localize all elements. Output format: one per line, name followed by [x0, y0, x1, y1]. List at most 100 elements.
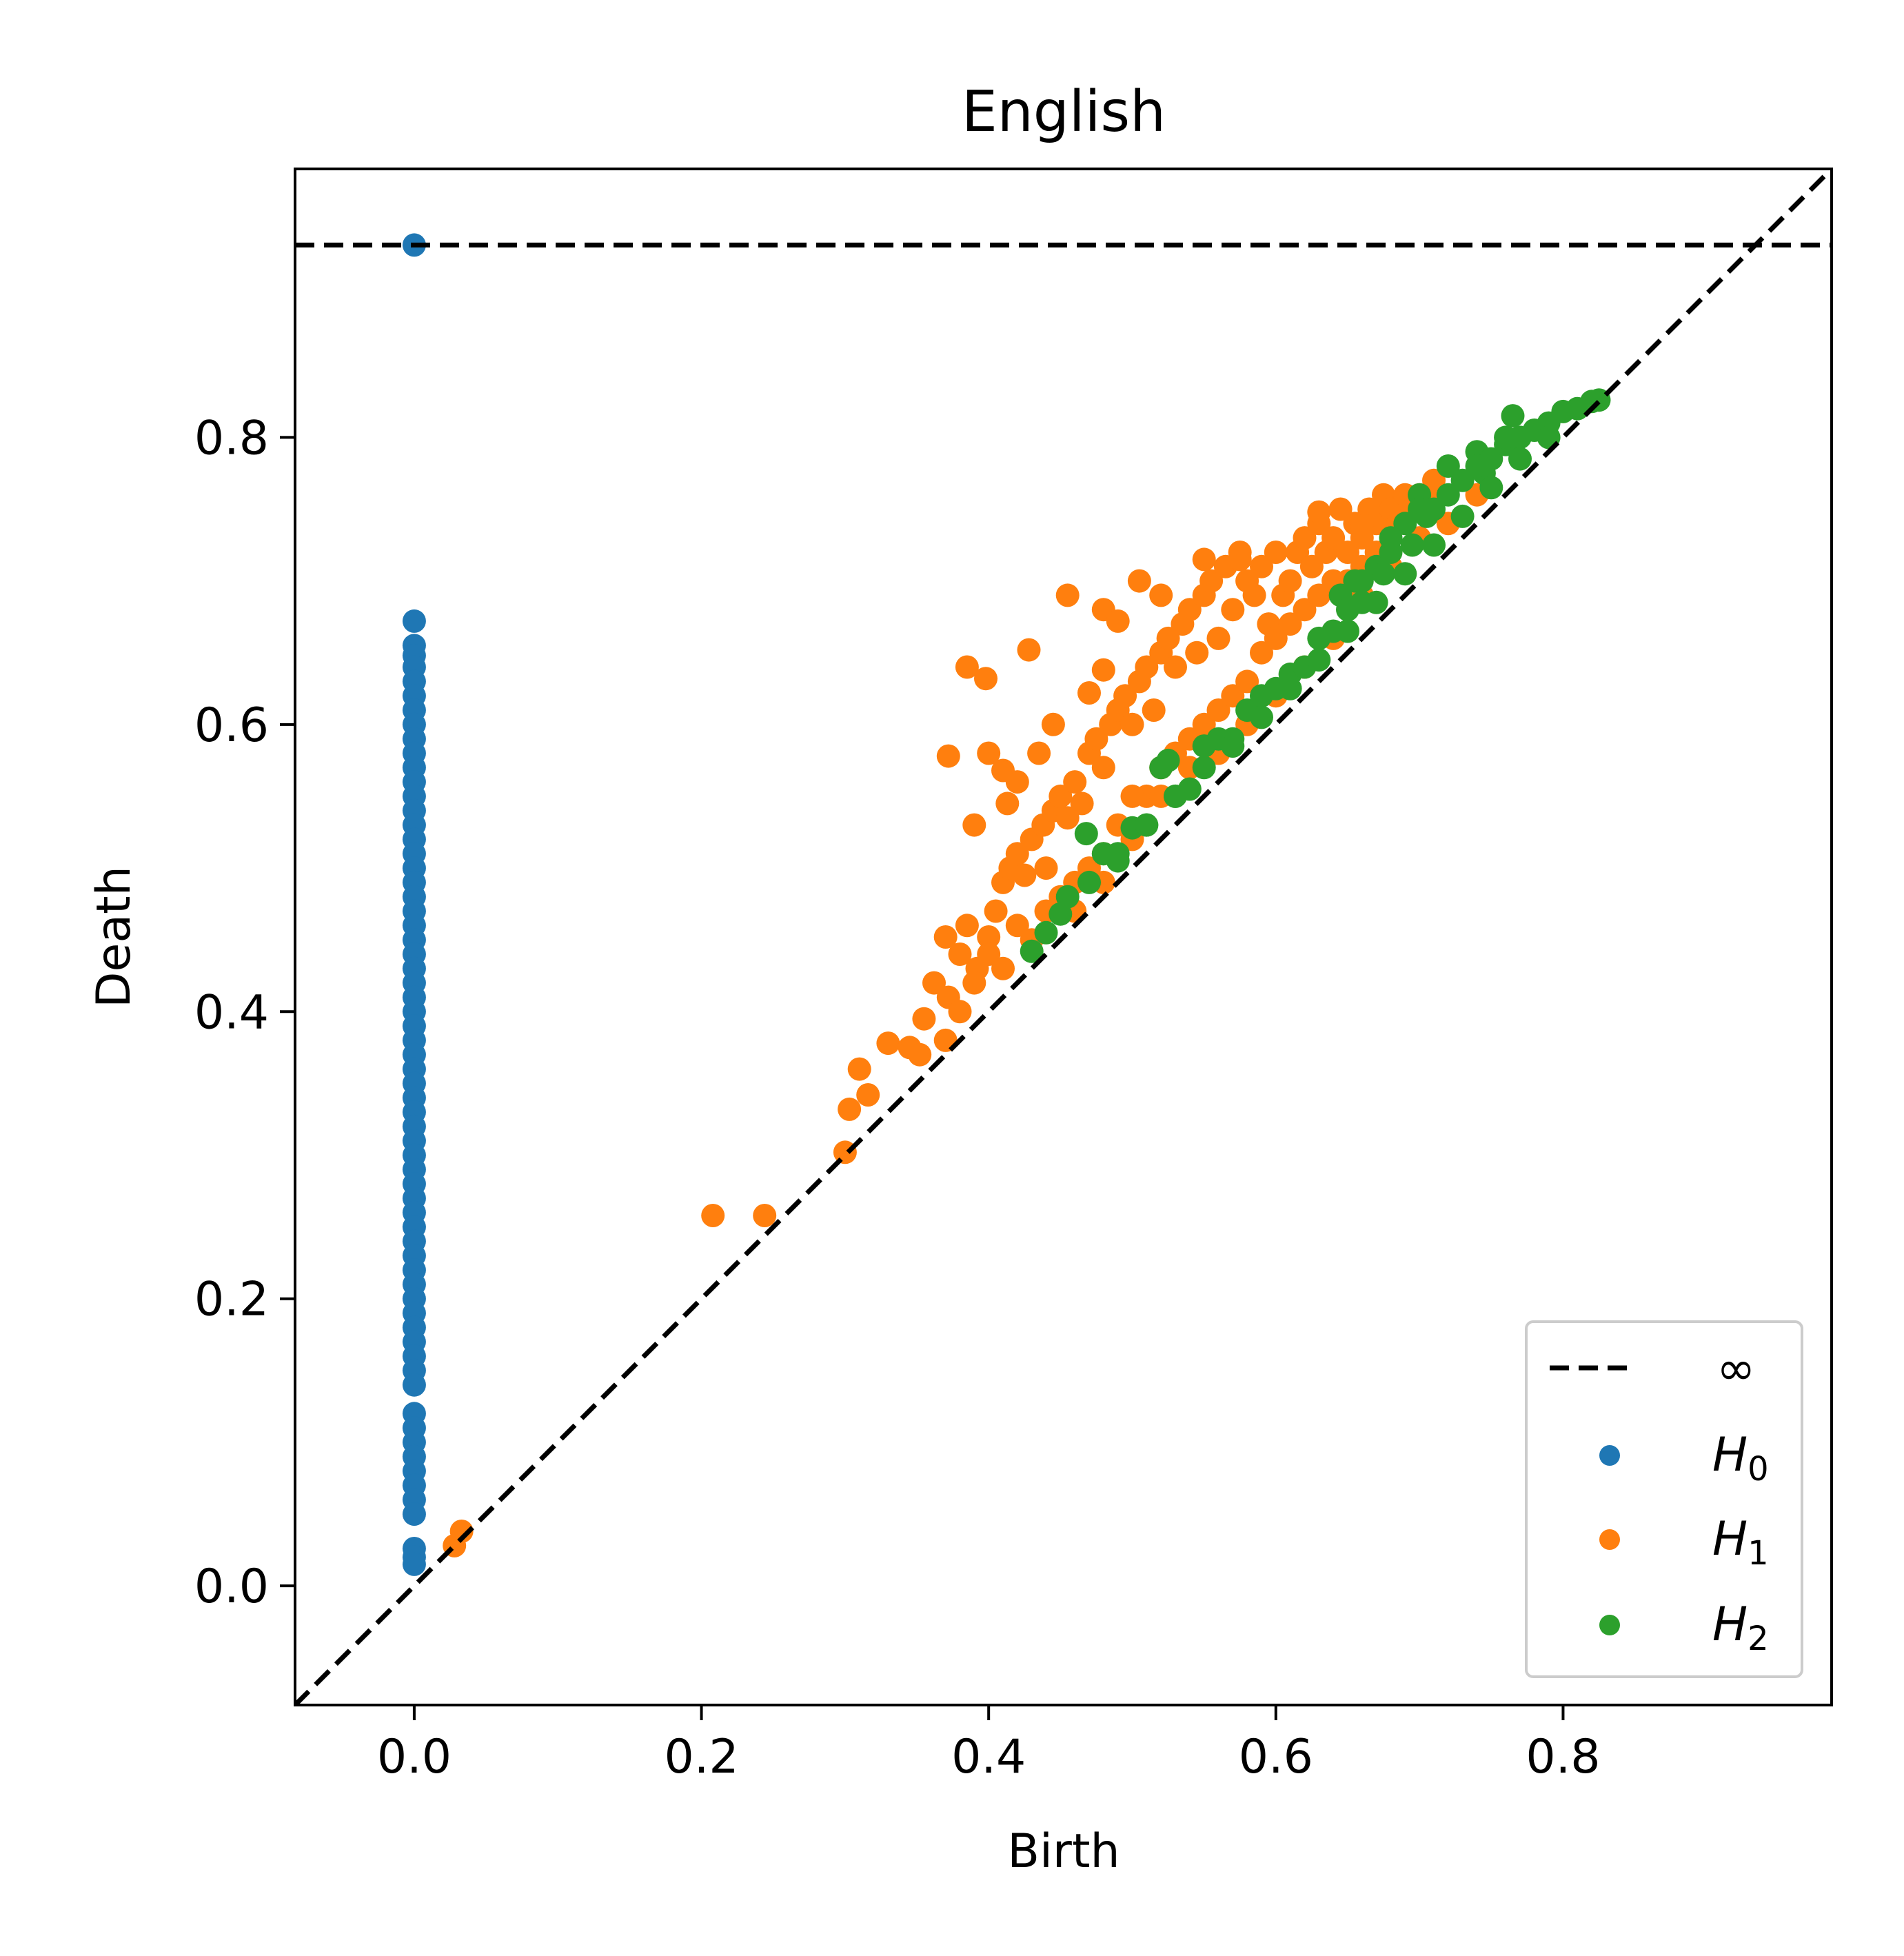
data-point-h0 — [402, 609, 426, 633]
data-point-h2 — [1221, 734, 1245, 758]
data-point-h1 — [1055, 806, 1080, 830]
scatter-points — [402, 233, 1611, 1576]
data-point-h1 — [991, 956, 1015, 980]
data-point-h1 — [1221, 684, 1245, 708]
data-point-h1 — [922, 971, 946, 995]
data-point-h1 — [753, 1204, 777, 1227]
data-point-h1 — [1120, 712, 1144, 736]
data-point-h2 — [1307, 648, 1331, 672]
data-point-h1 — [1278, 612, 1302, 636]
data-point-h1 — [1027, 741, 1051, 765]
data-point-h2 — [1479, 476, 1503, 500]
data-point-h1 — [1299, 554, 1324, 578]
data-point-h2 — [1106, 842, 1130, 866]
data-point-h1 — [1250, 641, 1273, 665]
data-point-h0 — [402, 1552, 426, 1576]
data-point-h1 — [1293, 598, 1317, 622]
data-point-h2 — [1400, 533, 1424, 557]
data-point-h1 — [1278, 569, 1302, 593]
data-point-h2 — [1436, 454, 1460, 478]
data-point-h2 — [1350, 569, 1374, 593]
data-point-h1 — [1055, 583, 1080, 607]
data-point-h1 — [1005, 842, 1029, 866]
legend-h1-swatch — [1599, 1529, 1620, 1550]
x-tick-label: 0.0 — [377, 1730, 452, 1784]
data-point-h2 — [1192, 756, 1216, 780]
data-point-h1 — [1328, 497, 1353, 521]
data-point-h2 — [1278, 676, 1302, 700]
data-point-h1 — [838, 1097, 862, 1121]
data-point-h1 — [1135, 655, 1159, 679]
data-point-h2 — [1393, 562, 1417, 586]
y-tick-label: 0.8 — [194, 411, 269, 465]
data-point-h2 — [1077, 870, 1101, 894]
data-point-h1 — [977, 741, 1001, 765]
data-point-h1 — [1321, 526, 1346, 550]
data-point-h1 — [1142, 698, 1166, 722]
data-point-h1 — [1177, 598, 1202, 622]
data-point-h1 — [962, 971, 986, 995]
data-point-h2 — [1074, 822, 1098, 846]
data-point-h1 — [1307, 500, 1331, 524]
y-tick-label: 0.6 — [194, 698, 269, 753]
data-point-h0 — [402, 1502, 426, 1526]
series-h2-points — [1020, 388, 1611, 963]
data-point-h1 — [1199, 569, 1224, 593]
y-axis-label: Death — [87, 866, 141, 1008]
data-point-h2 — [1364, 590, 1388, 614]
data-point-h1 — [984, 899, 1008, 923]
y-tick-label: 0.0 — [194, 1560, 269, 1614]
data-point-h1 — [1264, 626, 1288, 650]
data-point-h1 — [955, 655, 979, 679]
data-point-h1 — [1336, 541, 1359, 564]
data-point-h2 — [1408, 497, 1432, 521]
data-point-h1 — [908, 1042, 932, 1067]
data-point-h1 — [701, 1204, 725, 1227]
legend-infinity-label: ∞ — [1716, 1342, 1756, 1396]
data-point-h1 — [1034, 856, 1058, 880]
data-point-h1 — [1164, 655, 1187, 679]
data-point-h2 — [1250, 705, 1273, 729]
x-axis-label: Birth — [1007, 1824, 1120, 1879]
data-point-h1 — [1005, 914, 1029, 938]
data-point-h1 — [1293, 526, 1317, 550]
series-h1-points — [443, 468, 1489, 1557]
data-point-h1 — [933, 925, 958, 949]
data-point-h1 — [449, 1520, 474, 1543]
data-point-h2 — [1436, 483, 1460, 507]
y-tick-label: 0.4 — [194, 985, 269, 1040]
data-point-h1 — [1228, 547, 1252, 572]
data-point-h2 — [1465, 454, 1489, 478]
data-point-h1 — [962, 813, 986, 837]
data-point-h1 — [974, 667, 997, 691]
data-point-h1 — [847, 1057, 871, 1081]
data-point-h1 — [856, 1083, 880, 1107]
x-tick-label: 0.4 — [951, 1730, 1026, 1784]
data-point-h1 — [1235, 669, 1259, 694]
data-point-h1 — [948, 942, 972, 966]
data-point-h1 — [1156, 626, 1180, 650]
data-point-h1 — [1192, 547, 1216, 572]
data-point-h2 — [1055, 885, 1080, 909]
y-tick-label: 0.2 — [194, 1273, 269, 1327]
data-point-h2 — [1336, 619, 1359, 643]
data-point-h1 — [1041, 712, 1065, 736]
x-tick-label: 0.2 — [664, 1730, 738, 1784]
data-point-h1 — [995, 792, 1020, 816]
data-point-h1 — [876, 1031, 900, 1056]
data-point-h1 — [1149, 583, 1173, 607]
diagonal-reference-line — [295, 169, 1832, 1705]
data-point-h2 — [1135, 813, 1159, 837]
data-point-h1 — [1070, 792, 1094, 816]
data-point-h1 — [1091, 658, 1115, 682]
data-point-h2 — [1494, 425, 1518, 450]
data-point-h1 — [1113, 684, 1137, 708]
data-point-h1 — [1017, 638, 1041, 662]
data-point-h2 — [1422, 533, 1446, 557]
data-point-h1 — [1264, 541, 1288, 564]
data-point-h1 — [1084, 727, 1108, 751]
legend-h0-swatch — [1599, 1445, 1620, 1466]
x-tick-label: 0.8 — [1526, 1730, 1600, 1784]
data-point-h2 — [1020, 939, 1044, 963]
